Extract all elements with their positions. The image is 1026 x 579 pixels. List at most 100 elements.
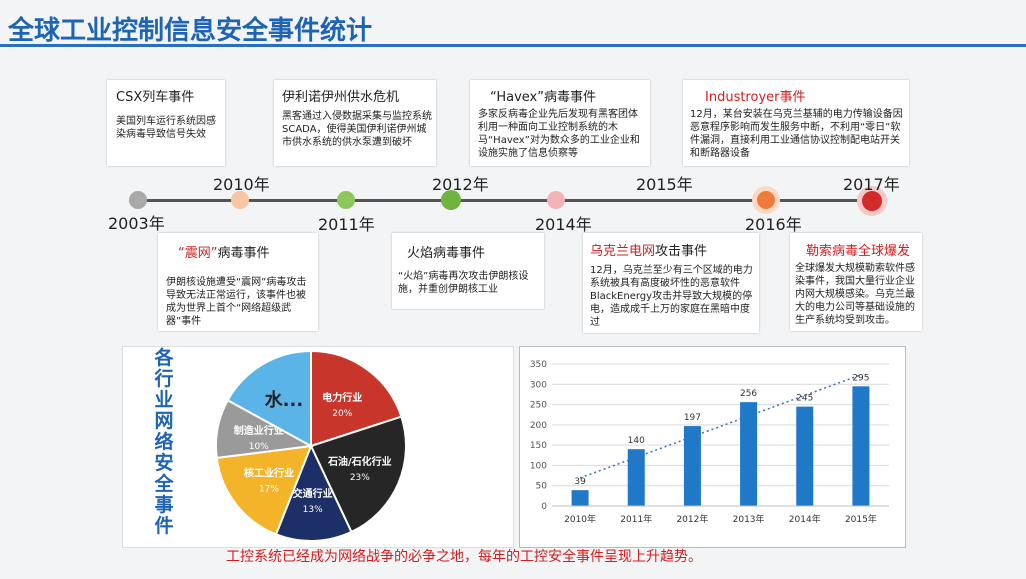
event-title-industroyer: Industroyer事件 (705, 90, 806, 105)
pie-vertical-title-char: 全 (154, 473, 174, 495)
pie-slice (310, 349, 403, 448)
bar (740, 402, 758, 506)
pie-slice-percent: 17% (259, 485, 279, 495)
pie-slice-percent: 23% (350, 473, 370, 483)
y-tick-label: 100 (530, 461, 547, 471)
event-card-ransomware (790, 233, 922, 331)
event-title-csx: CSX列车事件 (116, 90, 195, 105)
event-card-industroyer (683, 80, 909, 166)
timeline-axis (132, 199, 884, 202)
trendline (579, 374, 862, 479)
year-label-2010: 2010年 (213, 175, 270, 194)
pie-slice-percent: 10% (249, 442, 269, 452)
pie-chart: 电力行业 20% 石油/石化行业 23% 交通行业 13% 核工业行业 17% 制造业行业 10%… (215, 349, 407, 542)
pie-slice (226, 349, 312, 448)
page-title: 全球工业控制信息安全事件统计 (8, 16, 373, 46)
event-desc-stuxnet: 伊朗核设施遭受“震网”病毒攻击导致无法正常运行，该事件也被成为世界上首个“网络超… (166, 277, 307, 327)
event-card-havex (470, 80, 650, 166)
y-tick-label: 250 (530, 401, 547, 411)
bar-value-label: 197 (684, 413, 701, 423)
x-tick-label: 2010年 (564, 513, 596, 525)
pie-slice-label: 制造业行业 (234, 424, 284, 437)
y-tick-label: 300 (530, 380, 547, 390)
year-label-2012: 2012年 (432, 175, 489, 194)
pie-slice-label: 核工业行业 (244, 467, 294, 480)
year-label-2003: 2003年 (108, 214, 165, 233)
event-title-ukraine-grid-highlight: 乌克兰电网 (590, 244, 656, 259)
bar (683, 426, 701, 506)
pie-slice-label: 电力行业 (322, 391, 362, 404)
event-desc-ransomware: 全球爆发大规模勒索软件感染事件，我国大量行业企业内网大规模感染。乌克兰最大的电力… (795, 263, 915, 326)
bar-value-label: 39 (574, 477, 586, 487)
x-tick-label: 2014年 (789, 513, 821, 525)
x-tick-label: 2012年 (676, 513, 708, 525)
bar-value-label: 245 (796, 394, 813, 404)
year-label-2011: 2011年 (318, 215, 375, 234)
pie-slice (215, 444, 313, 536)
pie-vertical-title-char: 各 (154, 347, 174, 369)
pie-slice-percent: 20% (332, 409, 352, 419)
pie-slice (309, 415, 407, 534)
timeline-dot-2010 (231, 191, 249, 209)
event-card-ukraine-grid (583, 233, 759, 333)
event-title-stuxnet-highlight: “震网” (178, 246, 218, 261)
event-card-illinois (274, 80, 436, 166)
event-title-flame-text: 火焰病毒事件 (407, 246, 486, 261)
bar (852, 386, 870, 506)
year-label-2015: 2015年 (636, 175, 693, 194)
event-title-ukraine-grid: 乌克兰电网攻击事件 (590, 240, 707, 259)
year-label-2014: 2014年 (535, 215, 592, 234)
bar-value-label: 256 (740, 389, 757, 399)
y-tick-label: 200 (530, 421, 547, 431)
y-tick-label: 150 (530, 441, 547, 451)
footer-note: 工控系统已经成为网络战争的必争之地，每年的工控安全事件呈现上升趋势。 (226, 549, 702, 565)
x-tick-label: 2011年 (620, 513, 652, 525)
pie-slice-percent: 13% (303, 505, 323, 515)
event-card-stuxnet (158, 233, 318, 331)
year-label-2017: 2017年 (843, 175, 900, 194)
y-tick-label: 350 (530, 360, 547, 370)
event-card-flame (392, 233, 544, 309)
event-title-stuxnet: “震网”病毒事件 (178, 242, 270, 261)
event-title-stuxnet-rest: 病毒事件 (217, 246, 270, 261)
pie-slice-label: 水... (265, 389, 304, 411)
pie-vertical-title-char: 行 (154, 368, 174, 390)
x-tick-label: 2013年 (733, 513, 765, 525)
year-label-2016: 2016年 (745, 215, 802, 234)
event-desc-flame: “火焰”病毒再次攻击伊朗核设施，并重创伊朗核工业 (398, 271, 529, 295)
bar-chart: 0 50 100 150 200 250 300 350 39 2010年 140 2011年 197 2… (530, 360, 889, 525)
event-title-ransomware: 勒索病毒全球爆发 (806, 240, 910, 259)
bar (796, 406, 814, 506)
event-desc-havex: 多家反病毒企业先后发现有黑客团体利用一种面向工业控制系统的木马“Havex”对为… (478, 109, 640, 159)
event-title-ransomware-text: 勒索病毒全球爆发 (806, 244, 911, 259)
timeline-dot-2012 (441, 190, 461, 210)
pie-slice-label: 交通行业 (293, 487, 333, 500)
event-title-flame: 火焰病毒事件 (407, 242, 485, 261)
pie-vertical-title-char: 络 (154, 431, 174, 453)
event-card-csx (107, 80, 225, 166)
timeline-dot-2003 (129, 191, 147, 209)
event-desc-illinois: 黑客通过入侵数据采集与监控系统SCADA，使得美国伊利诺伊州城市供水系统的供水泵… (282, 111, 432, 148)
event-desc-industroyer: 12月，某台安装在乌克兰基辅的电力传输设备因恶意程序影响而发生服务中断，不利用“… (690, 109, 903, 159)
event-title-ukraine-grid-rest: 攻击事件 (655, 244, 708, 259)
bar-panel (519, 346, 906, 548)
pie-slice (274, 443, 353, 542)
timeline-dot-2017-inner (862, 191, 882, 211)
pie-slice-label: 石油/石化行业 (327, 455, 392, 468)
pie-vertical-title-char: 网 (154, 410, 174, 432)
bar (571, 490, 589, 506)
pie-vertical-title-char: 件 (154, 515, 174, 537)
timeline-dot-2014 (547, 191, 565, 209)
bar-value-label: 140 (628, 436, 645, 446)
pie-vertical-title-char: 安 (154, 452, 174, 474)
event-title-havex: “Havex”病毒事件 (490, 90, 596, 105)
bar (627, 449, 645, 506)
pie-vertical-title-char: 事 (154, 494, 174, 516)
timeline-dot-2016-inner (757, 191, 775, 209)
pie-vertical-title-char: 业 (154, 389, 174, 411)
x-tick-label: 2015年 (845, 513, 877, 525)
event-desc-ukraine-grid: 12月，乌克兰至少有三个区域的电力系统被具有高度破坏性的恶意软件BlackEne… (590, 265, 753, 328)
pie-vertical-title: 各 行 业 网 络 安 全 事 件 (150, 348, 178, 537)
bar-value-label: 295 (852, 373, 869, 383)
event-desc-csx: 美国列车运行系统因感染病毒导致信号失效 (116, 116, 216, 140)
